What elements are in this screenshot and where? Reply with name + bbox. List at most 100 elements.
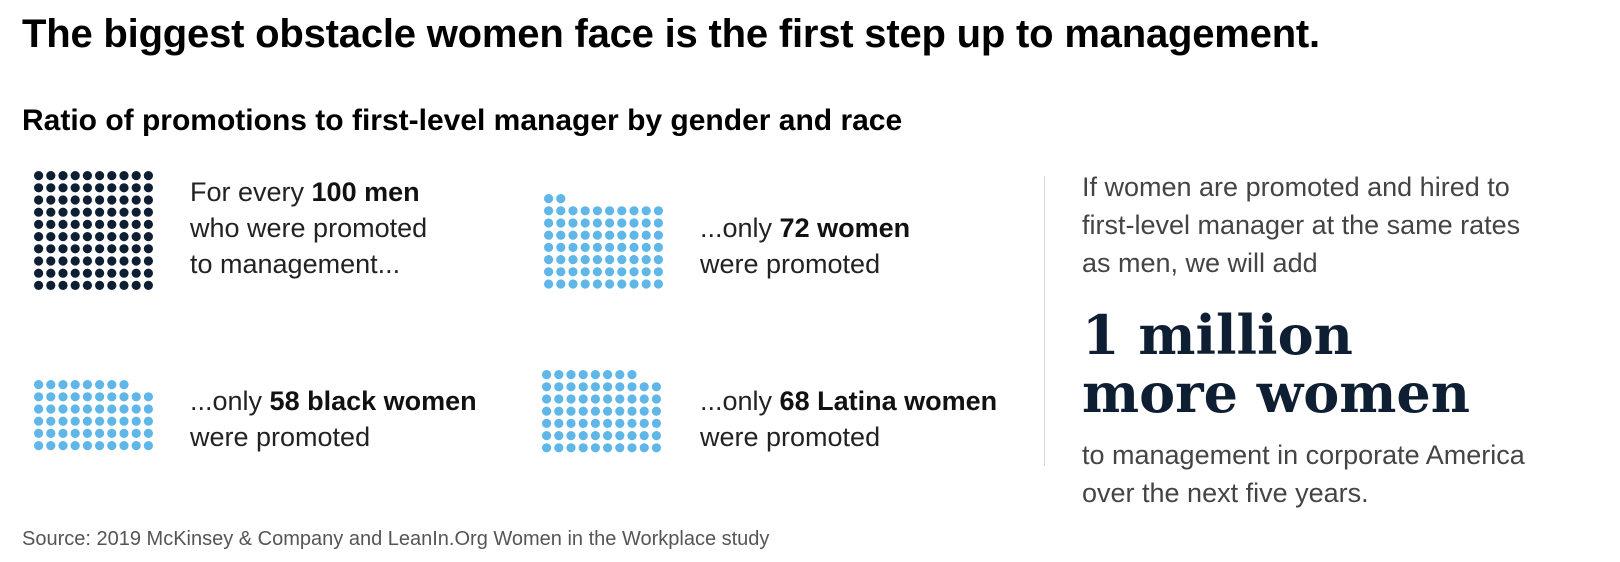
waffle-dot (82, 280, 92, 290)
waffle-dot (578, 382, 588, 392)
waffle-dot (568, 279, 578, 289)
waffle-dot (617, 255, 627, 265)
waffle-dot (653, 255, 663, 265)
waffle-dot (554, 406, 564, 416)
waffle-dot (580, 255, 590, 265)
waffle-dot (70, 268, 80, 278)
waffle-dot (615, 443, 625, 453)
waffle-dot (46, 256, 56, 266)
waffle-dot (568, 230, 578, 240)
waffle-men (34, 171, 153, 290)
waffle-dot (58, 280, 68, 290)
waffle-dot (566, 418, 576, 428)
waffle-dot (82, 195, 92, 205)
waffle-dot (95, 380, 105, 390)
waffle-dot (107, 256, 117, 266)
waffle-dot (627, 418, 637, 428)
waffle-dot (82, 244, 92, 254)
waffle-dot (70, 244, 80, 254)
waffle-dot (603, 394, 613, 404)
waffle-dot (592, 242, 602, 252)
waffle-dot (592, 218, 602, 228)
waffle-dot (34, 428, 44, 438)
side-intro-line3: as men, we will add (1082, 248, 1318, 278)
waffle-dot (107, 280, 117, 290)
waffle-dot (46, 207, 56, 217)
waffle-dot (143, 280, 153, 290)
waffle-dot (605, 230, 615, 240)
waffle-dot (107, 404, 117, 414)
waffle-dot (95, 244, 105, 254)
waffle-dot (95, 195, 105, 205)
waffle-dot (617, 279, 627, 289)
waffle-dot (34, 244, 44, 254)
waffle-dot (82, 392, 92, 402)
waffle-dot (46, 244, 56, 254)
waffle-dot (70, 219, 80, 229)
label-men-line1: For every 100 men (190, 177, 420, 207)
waffle-dot (592, 230, 602, 240)
waffle-dot (107, 195, 117, 205)
waffle-dot (566, 431, 576, 441)
waffle-dot (107, 207, 117, 217)
waffle-dot (58, 268, 68, 278)
waffle-dot (46, 392, 56, 402)
waffle-dot (590, 443, 600, 453)
section-divider (1044, 176, 1045, 466)
waffle-dot (119, 416, 129, 426)
big-stat-line2: more women (1082, 361, 1471, 425)
waffle-dot (556, 194, 566, 204)
label-black-women-line2: were promoted (190, 422, 371, 452)
waffle-dot (651, 394, 661, 404)
waffle-dot (651, 406, 661, 416)
waffle-dot (58, 416, 68, 426)
waffle-dot (107, 219, 117, 229)
waffle-dot (131, 183, 141, 193)
waffle-dot (578, 443, 588, 453)
waffle-dot (542, 382, 552, 392)
waffle-dot (70, 392, 80, 402)
waffle-dot (70, 416, 80, 426)
waffle-dot (46, 416, 56, 426)
waffle-dot (107, 392, 117, 402)
waffle-dot (544, 267, 554, 277)
waffle-dot (82, 416, 92, 426)
waffle-dot (592, 279, 602, 289)
waffle-dot (590, 418, 600, 428)
waffle-dot (590, 370, 600, 380)
waffle-dot (554, 394, 564, 404)
waffle-dot (617, 267, 627, 277)
waffle-dot (556, 255, 566, 265)
waffle-dot (95, 207, 105, 217)
waffle-dot (554, 431, 564, 441)
waffle-dot (603, 431, 613, 441)
waffle-dot (46, 441, 56, 451)
waffle-dot (131, 195, 141, 205)
waffle-dot (544, 279, 554, 289)
waffle-dot (34, 441, 44, 451)
waffle-dot (46, 219, 56, 229)
waffle-dot (568, 206, 578, 216)
waffle-dot (653, 230, 663, 240)
waffle-dot (605, 218, 615, 228)
waffle-dot (653, 206, 663, 216)
waffle-dot (119, 195, 129, 205)
waffle-dot (592, 267, 602, 277)
waffle-dot (95, 183, 105, 193)
waffle-dot (95, 428, 105, 438)
waffle-dot (542, 431, 552, 441)
waffle-dot (639, 418, 649, 428)
waffle-dot (544, 206, 554, 216)
waffle-dot (46, 268, 56, 278)
waffle-dot (131, 171, 141, 181)
waffle-dot (627, 443, 637, 453)
waffle-dot (544, 218, 554, 228)
label-women-line1: ...only 72 women (700, 213, 911, 243)
waffle-dot (119, 441, 129, 451)
side-outro-line2: over the next five years. (1082, 478, 1369, 508)
waffle-dot (131, 441, 141, 451)
waffle-dot (70, 441, 80, 451)
waffle-dot (580, 230, 590, 240)
waffle-dot (107, 183, 117, 193)
waffle-dot (70, 428, 80, 438)
